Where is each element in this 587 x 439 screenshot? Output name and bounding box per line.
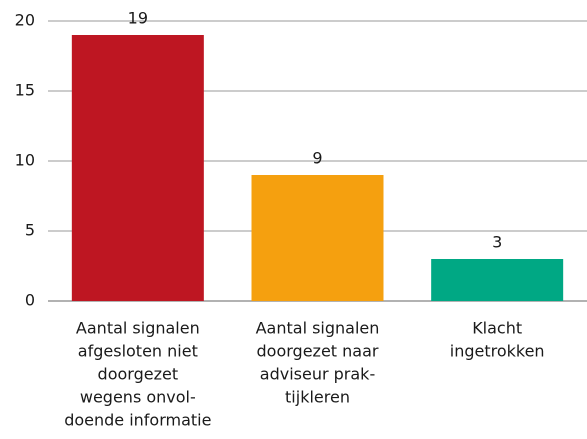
- x-tick-label: tijkleren: [285, 388, 350, 407]
- x-tick-label: adviseur prak-: [260, 365, 375, 384]
- value-label: 3: [492, 233, 502, 252]
- x-tick-label: doorgezet: [98, 365, 179, 384]
- y-tick-label: 20: [15, 11, 35, 30]
- value-label: 19: [128, 9, 148, 28]
- bar: [431, 259, 564, 301]
- x-tick-label: ingetrokken: [450, 342, 545, 361]
- x-tick-label: wegens onvol-: [80, 388, 196, 407]
- y-tick-label: 10: [15, 151, 35, 170]
- x-tick-label: Aantal signalen: [256, 319, 380, 338]
- bar: [251, 175, 384, 301]
- y-tick-label: 5: [25, 221, 35, 240]
- x-tick-label: doorgezet naar: [257, 342, 379, 361]
- value-label: 9: [312, 149, 322, 168]
- x-tick-label: Klacht: [472, 319, 522, 338]
- bar: [71, 35, 204, 301]
- x-tick-label: doende informatie: [64, 411, 211, 430]
- x-tick-label: Aantal signalen: [76, 319, 200, 338]
- x-tick-label: afgesloten niet: [78, 342, 198, 361]
- y-tick-label: 15: [15, 81, 35, 100]
- y-tick-label: 0: [25, 291, 35, 310]
